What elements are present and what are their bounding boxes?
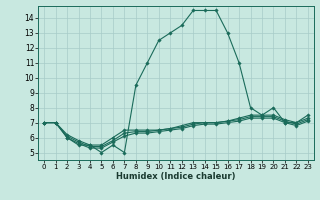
X-axis label: Humidex (Indice chaleur): Humidex (Indice chaleur) <box>116 172 236 181</box>
